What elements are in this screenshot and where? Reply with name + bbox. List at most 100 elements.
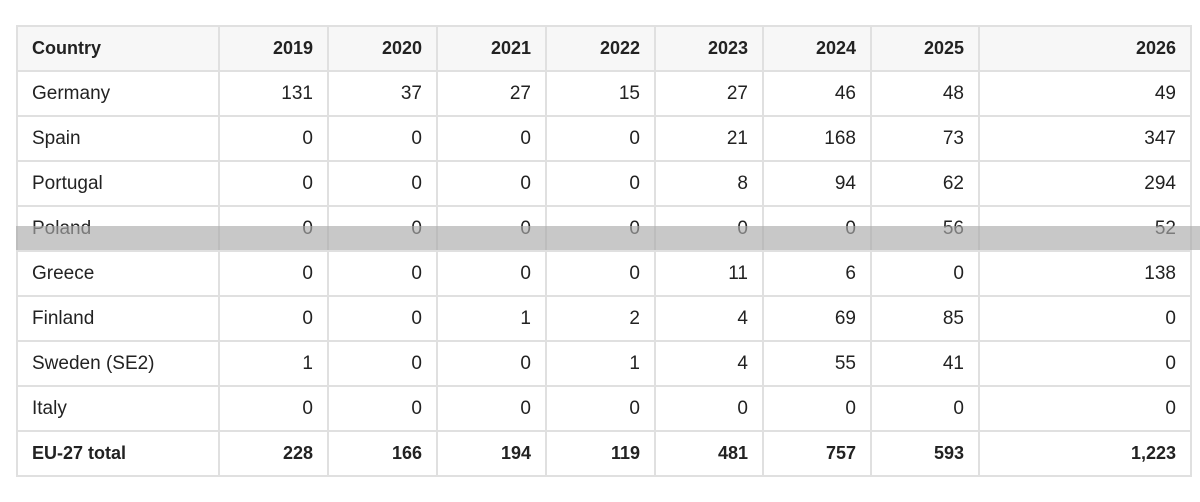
- value-cell: 0: [762, 385, 872, 432]
- value-cell: 0: [436, 115, 547, 162]
- value-cell: 15: [545, 70, 656, 117]
- header-cell: 2026: [978, 25, 1192, 72]
- value-cell: 0: [762, 205, 872, 252]
- total-row: EU-27 total 228 166 194 119 481 757 593 1,223: [16, 430, 1192, 477]
- country-cell: Germany: [16, 70, 220, 117]
- value-cell: 0: [654, 385, 764, 432]
- value-cell: 94: [762, 160, 872, 207]
- value-cell: 0: [327, 340, 438, 387]
- total-cell: 1,223: [978, 430, 1192, 477]
- table-row: Poland 0 0 0 0 0 0 56 52: [16, 205, 1192, 252]
- header-cell: Country: [16, 25, 220, 72]
- value-cell: 0: [870, 385, 980, 432]
- value-cell: 0: [978, 385, 1192, 432]
- value-cell: 0: [436, 205, 547, 252]
- table-row: Spain 0 0 0 0 21 168 73 347: [16, 115, 1192, 162]
- value-cell: 62: [870, 160, 980, 207]
- value-cell: 27: [654, 70, 764, 117]
- value-cell: 168: [762, 115, 872, 162]
- country-cell: Spain: [16, 115, 220, 162]
- value-cell: 0: [218, 160, 329, 207]
- value-cell: 0: [218, 115, 329, 162]
- country-cell: Greece: [16, 250, 220, 297]
- value-cell: 0: [654, 205, 764, 252]
- value-cell: 138: [978, 250, 1192, 297]
- country-cell: Finland: [16, 295, 220, 342]
- value-cell: 85: [870, 295, 980, 342]
- value-cell: 69: [762, 295, 872, 342]
- value-cell: 0: [436, 340, 547, 387]
- value-cell: 0: [436, 250, 547, 297]
- value-cell: 1: [218, 340, 329, 387]
- value-cell: 0: [327, 385, 438, 432]
- header-cell: 2021: [436, 25, 547, 72]
- table-row: Italy 0 0 0 0 0 0 0 0: [16, 385, 1192, 432]
- value-cell: 27: [436, 70, 547, 117]
- value-cell: 0: [218, 295, 329, 342]
- value-cell: 48: [870, 70, 980, 117]
- value-cell: 6: [762, 250, 872, 297]
- value-cell: 21: [654, 115, 764, 162]
- table-row: Portugal 0 0 0 0 8 94 62 294: [16, 160, 1192, 207]
- table-row: Greece 0 0 0 0 11 6 0 138: [16, 250, 1192, 297]
- total-cell: 166: [327, 430, 438, 477]
- value-cell: 37: [327, 70, 438, 117]
- table-wrapper: Country 2019 2020 2021 2022 2023 2024 2025 2026 …: [16, 25, 1192, 477]
- value-cell: 4: [654, 295, 764, 342]
- total-cell: 228: [218, 430, 329, 477]
- value-cell: 49: [978, 70, 1192, 117]
- value-cell: 73: [870, 115, 980, 162]
- value-cell: 0: [545, 160, 656, 207]
- value-cell: 41: [870, 340, 980, 387]
- value-cell: 0: [218, 205, 329, 252]
- value-cell: 0: [327, 250, 438, 297]
- value-cell: 0: [978, 295, 1192, 342]
- header-cell: 2025: [870, 25, 980, 72]
- value-cell: 0: [978, 340, 1192, 387]
- header-cell: 2024: [762, 25, 872, 72]
- value-cell: 55: [762, 340, 872, 387]
- country-cell: Portugal: [16, 160, 220, 207]
- value-cell: 294: [978, 160, 1192, 207]
- value-cell: 0: [327, 115, 438, 162]
- value-cell: 4: [654, 340, 764, 387]
- header-cell: 2023: [654, 25, 764, 72]
- total-cell: 593: [870, 430, 980, 477]
- table-body: Germany 131 37 27 15 27 46 48 49 Spain 0 0 0 0 21 168 73…: [16, 70, 1192, 477]
- total-cell: 481: [654, 430, 764, 477]
- country-cell: Sweden (SE2): [16, 340, 220, 387]
- value-cell: 0: [870, 250, 980, 297]
- value-cell: 131: [218, 70, 329, 117]
- table-row: Sweden (SE2) 1 0 0 1 4 55 41 0: [16, 340, 1192, 387]
- table-row: Germany 131 37 27 15 27 46 48 49: [16, 70, 1192, 117]
- value-cell: 2: [545, 295, 656, 342]
- value-cell: 46: [762, 70, 872, 117]
- value-cell: 0: [545, 250, 656, 297]
- value-cell: 56: [870, 205, 980, 252]
- value-cell: 0: [327, 160, 438, 207]
- table-row: Finland 0 0 1 2 4 69 85 0: [16, 295, 1192, 342]
- value-cell: 8: [654, 160, 764, 207]
- value-cell: 52: [978, 205, 1192, 252]
- total-cell: 119: [545, 430, 656, 477]
- total-cell: 757: [762, 430, 872, 477]
- header-cell: 2020: [327, 25, 438, 72]
- value-cell: 1: [436, 295, 547, 342]
- value-cell: 1: [545, 340, 656, 387]
- header-row: Country 2019 2020 2021 2022 2023 2024 2025 2026: [16, 25, 1192, 72]
- header-cell: 2022: [545, 25, 656, 72]
- data-table: Country 2019 2020 2021 2022 2023 2024 2025 2026 …: [16, 25, 1192, 477]
- value-cell: 0: [436, 160, 547, 207]
- value-cell: 0: [218, 385, 329, 432]
- value-cell: 0: [218, 250, 329, 297]
- header-cell: 2019: [218, 25, 329, 72]
- value-cell: 0: [545, 385, 656, 432]
- country-cell: Italy: [16, 385, 220, 432]
- total-cell: EU-27 total: [16, 430, 220, 477]
- value-cell: 347: [978, 115, 1192, 162]
- country-cell: Poland: [16, 205, 220, 252]
- value-cell: 0: [436, 385, 547, 432]
- value-cell: 0: [545, 205, 656, 252]
- value-cell: 0: [327, 295, 438, 342]
